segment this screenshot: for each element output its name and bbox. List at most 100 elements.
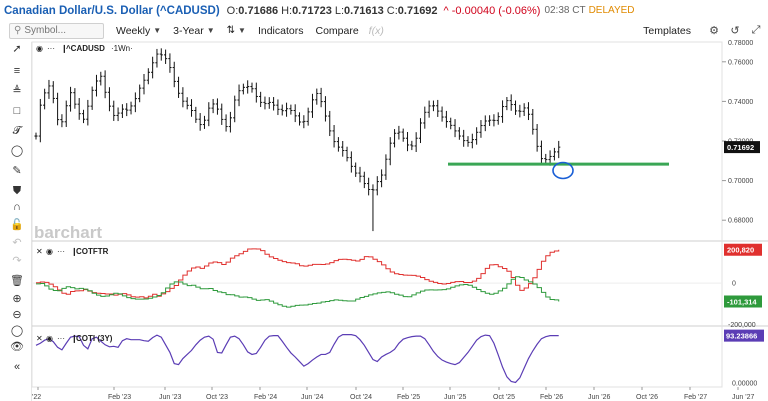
cot-series-line bbox=[36, 248, 560, 299]
text-tool-icon[interactable]: 𝓣 bbox=[12, 125, 22, 137]
ohlc-bar bbox=[328, 110, 332, 137]
ohlc-bar bbox=[392, 129, 397, 148]
ohlc-bar bbox=[289, 104, 293, 115]
ohlc-bar bbox=[116, 107, 120, 122]
compare-button[interactable]: Compare bbox=[315, 25, 358, 37]
fibonacci-tool-icon[interactable]: ≡ bbox=[13, 65, 21, 77]
interval-tag: ·1Wn· bbox=[111, 44, 133, 53]
trendline-tool-icon[interactable]: ➚ bbox=[12, 43, 22, 55]
ohlc-bar bbox=[202, 115, 207, 129]
collapse-toolbar-icon[interactable]: « bbox=[13, 361, 21, 373]
ohlc-bar bbox=[444, 110, 448, 128]
ohlc-bar bbox=[272, 97, 276, 111]
ohlc-bar bbox=[224, 114, 228, 132]
ohlc-bar bbox=[259, 91, 263, 108]
chart-type-dropdown[interactable]: ⇅ ▼ bbox=[227, 25, 246, 36]
symbol-input[interactable] bbox=[24, 25, 105, 36]
more-options-icon: ··· bbox=[47, 44, 55, 53]
ohlc-bar bbox=[297, 112, 302, 126]
pitchfork-tool-icon[interactable]: ≜ bbox=[12, 85, 22, 97]
ohlc-bar bbox=[155, 48, 159, 68]
lock-icon[interactable]: 🔓 bbox=[10, 219, 24, 231]
ohlc-bar bbox=[423, 106, 427, 129]
ohlc-bar bbox=[371, 184, 375, 232]
coti-axis-tick: 0.00000 bbox=[732, 380, 757, 387]
interval-dropdown[interactable]: Weekly ▼ bbox=[116, 25, 161, 37]
ohlc-bar bbox=[470, 133, 474, 149]
brush-tool-icon[interactable]: ✎ bbox=[12, 165, 22, 177]
ohlc-bar bbox=[518, 104, 522, 118]
settings-icon[interactable]: ⚙ bbox=[709, 25, 719, 37]
ohlc-bar bbox=[68, 86, 73, 112]
fullscreen-icon[interactable]: ⤢ bbox=[751, 24, 761, 36]
ohlc-bar bbox=[112, 100, 116, 121]
ohlc-bar bbox=[315, 88, 319, 105]
cot-green-value: -101,314 bbox=[727, 297, 757, 306]
shapes-tool-icon[interactable]: □ bbox=[13, 105, 21, 117]
chart-toolbar: ⚲ Weekly ▼ 3-Year ▼ ⇅ ▼ Indicators Compa… bbox=[0, 21, 768, 40]
zoom-reset-icon[interactable]: ◯ bbox=[10, 325, 24, 337]
ohlc-bar bbox=[488, 115, 492, 126]
pattern-tool-icon[interactable]: ⛊ bbox=[12, 185, 22, 197]
ohlc-bar bbox=[38, 98, 42, 143]
cot-series-line bbox=[36, 276, 560, 308]
time-axis-tick: Feb '27 bbox=[684, 394, 707, 401]
cot-green-badge bbox=[724, 295, 762, 308]
zoom-out-icon[interactable]: ⊖ bbox=[12, 309, 22, 321]
ohlc-bar bbox=[449, 117, 453, 130]
ohlc-bar bbox=[220, 103, 224, 125]
ohlc-bar bbox=[168, 53, 172, 73]
ohlc-bar bbox=[354, 162, 358, 177]
ohlc-bar bbox=[146, 68, 150, 85]
ohlc-bar bbox=[384, 154, 388, 180]
ohlc-bar bbox=[557, 140, 561, 159]
time-axis-tick: Oct '25 bbox=[493, 394, 515, 401]
ohlc-bar bbox=[310, 93, 315, 118]
ohlc-bar bbox=[544, 153, 548, 165]
time-axis-tick: Jun '25 bbox=[444, 394, 466, 401]
coti-series-line bbox=[35, 334, 559, 384]
ohlc-bar bbox=[332, 125, 336, 148]
bars-icon: ⇅ bbox=[226, 25, 236, 36]
pane-title: ^CADUSD bbox=[66, 44, 105, 53]
ohlc-bar bbox=[254, 82, 258, 103]
ohlc-bar bbox=[99, 71, 103, 86]
ohlc-bar bbox=[457, 127, 461, 140]
drag-handle-icon: ❙ bbox=[61, 44, 68, 53]
zoom-in-icon[interactable]: ⊕ bbox=[12, 293, 22, 305]
ohlc-bar bbox=[250, 82, 254, 93]
instrument-title[interactable]: Canadian Dollar/U.S. Dollar (^CADUSD) bbox=[4, 4, 220, 17]
ohlc-bar bbox=[414, 132, 418, 152]
coti-badge bbox=[724, 329, 764, 342]
ohlc-bar bbox=[194, 106, 198, 123]
pane-title: COTI (3Y) bbox=[76, 334, 113, 343]
symbol-search[interactable]: ⚲ bbox=[9, 22, 105, 39]
price-axis-tick: 0.78000 bbox=[728, 40, 753, 47]
period-dropdown[interactable]: 3-Year ▼ bbox=[173, 25, 214, 37]
templates-button[interactable]: Templates bbox=[643, 24, 691, 37]
redo-drawing-icon[interactable]: ↷ bbox=[12, 255, 22, 267]
ohlc-bar bbox=[362, 171, 366, 189]
ohlc-bar bbox=[94, 74, 99, 97]
ohlc-bar bbox=[526, 102, 531, 121]
compare-label: Compare bbox=[315, 24, 359, 37]
ohlc-bar bbox=[56, 92, 60, 126]
undo-icon[interactable]: ↺ bbox=[730, 25, 740, 37]
magnet-icon[interactable]: ∩ bbox=[13, 201, 21, 213]
visibility-icon[interactable]: 👁 bbox=[10, 341, 24, 353]
change-value: ^ -0.00040 (-0.06%) bbox=[443, 4, 541, 17]
trash-icon[interactable]: 🗑 bbox=[10, 275, 24, 287]
eye-icon: ◉ bbox=[46, 334, 53, 343]
ohlc-bar bbox=[181, 87, 185, 108]
ohlc-bar bbox=[535, 124, 539, 152]
expression-button[interactable]: f(x) bbox=[369, 25, 384, 37]
ohlc-bar bbox=[427, 100, 431, 118]
indicators-button[interactable]: Indicators bbox=[258, 25, 304, 37]
last-price-value: 0.71692 bbox=[727, 143, 754, 152]
undo-drawing-icon[interactable]: ↶ bbox=[12, 237, 22, 249]
ohlc-bar bbox=[388, 137, 392, 166]
interval-label: Weekly bbox=[116, 24, 151, 37]
measure-tool-icon[interactable]: ◯ bbox=[10, 145, 24, 157]
ohlc-bar bbox=[401, 128, 405, 142]
